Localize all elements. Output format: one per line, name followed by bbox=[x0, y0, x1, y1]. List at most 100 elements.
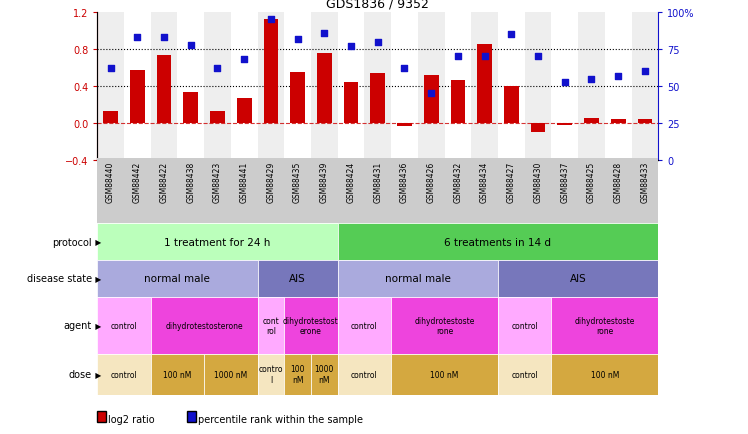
Point bbox=[399, 66, 411, 72]
Bar bbox=[97, 354, 150, 395]
Bar bbox=[637, 120, 652, 124]
Bar bbox=[337, 224, 658, 260]
Bar bbox=[343, 83, 358, 124]
Text: 100 nM: 100 nM bbox=[430, 370, 459, 379]
Bar bbox=[290, 73, 305, 124]
Bar bbox=[124, 13, 150, 161]
Text: 100 nM: 100 nM bbox=[163, 370, 191, 379]
Bar bbox=[257, 354, 284, 395]
Bar bbox=[611, 120, 625, 124]
Bar bbox=[498, 297, 551, 354]
Point bbox=[212, 66, 224, 72]
Bar bbox=[498, 354, 551, 395]
Point bbox=[612, 73, 624, 80]
Text: GSM88431: GSM88431 bbox=[373, 161, 382, 203]
Text: agent: agent bbox=[64, 321, 92, 330]
Bar bbox=[97, 297, 150, 354]
Text: GSM88430: GSM88430 bbox=[533, 161, 542, 203]
Text: ▶: ▶ bbox=[93, 370, 101, 379]
Point bbox=[506, 32, 518, 39]
Text: 1 treatment for 24 h: 1 treatment for 24 h bbox=[165, 237, 271, 247]
Bar bbox=[477, 45, 492, 124]
Point bbox=[292, 36, 304, 43]
Text: contro
l: contro l bbox=[259, 365, 283, 384]
Text: 100
nM: 100 nM bbox=[290, 365, 305, 384]
Bar bbox=[156, 56, 171, 124]
Point bbox=[185, 42, 197, 49]
Bar bbox=[237, 99, 251, 124]
Bar bbox=[397, 124, 412, 126]
Text: control: control bbox=[351, 370, 378, 379]
Bar bbox=[418, 13, 444, 161]
Bar bbox=[284, 297, 337, 354]
Point bbox=[559, 79, 571, 86]
Text: AIS: AIS bbox=[570, 274, 586, 284]
Point bbox=[532, 54, 544, 61]
Text: control: control bbox=[111, 321, 138, 330]
Bar bbox=[337, 354, 391, 395]
Point bbox=[639, 69, 651, 76]
Text: log2 ratio: log2 ratio bbox=[108, 414, 155, 424]
Bar bbox=[97, 158, 658, 224]
Text: percentile rank within the sample: percentile rank within the sample bbox=[198, 414, 364, 424]
Bar bbox=[150, 354, 204, 395]
Text: GSM88424: GSM88424 bbox=[346, 161, 355, 203]
Bar bbox=[498, 13, 524, 161]
Bar bbox=[311, 354, 337, 395]
Text: ▶: ▶ bbox=[93, 321, 101, 330]
Bar bbox=[337, 297, 391, 354]
Text: control: control bbox=[512, 321, 538, 330]
Bar bbox=[424, 76, 438, 124]
Bar bbox=[97, 260, 257, 297]
Text: GSM88441: GSM88441 bbox=[239, 161, 248, 203]
Text: control: control bbox=[111, 370, 138, 379]
Bar bbox=[444, 13, 471, 161]
Bar bbox=[311, 13, 337, 161]
Bar bbox=[257, 297, 284, 354]
Bar bbox=[498, 260, 658, 297]
Bar bbox=[370, 74, 385, 124]
Text: GSM88440: GSM88440 bbox=[106, 161, 115, 203]
Text: 1000 nM: 1000 nM bbox=[214, 370, 248, 379]
Bar bbox=[391, 297, 498, 354]
Text: control: control bbox=[512, 370, 538, 379]
Text: dihydrotestost
erone: dihydrotestost erone bbox=[283, 316, 339, 335]
Bar bbox=[263, 20, 278, 124]
Point bbox=[319, 30, 331, 37]
Text: dihydrotestoste
rone: dihydrotestoste rone bbox=[574, 316, 635, 335]
Point bbox=[586, 76, 598, 83]
Bar bbox=[504, 87, 518, 124]
Bar bbox=[551, 297, 658, 354]
Text: GSM88437: GSM88437 bbox=[560, 161, 569, 203]
Bar bbox=[557, 124, 572, 125]
Bar bbox=[524, 13, 551, 161]
Text: GSM88439: GSM88439 bbox=[320, 161, 329, 203]
Text: ▶: ▶ bbox=[93, 237, 101, 247]
Text: dihydrotestosterone: dihydrotestosterone bbox=[165, 321, 243, 330]
Text: GSM88427: GSM88427 bbox=[507, 161, 516, 203]
Text: GSM88426: GSM88426 bbox=[426, 161, 435, 203]
Bar bbox=[450, 81, 465, 124]
Bar bbox=[150, 297, 257, 354]
Text: normal male: normal male bbox=[144, 274, 210, 284]
Text: GSM88435: GSM88435 bbox=[293, 161, 302, 203]
Bar bbox=[530, 124, 545, 133]
Bar bbox=[150, 13, 177, 161]
Bar bbox=[391, 354, 498, 395]
Bar bbox=[551, 13, 578, 161]
Text: cont
rol: cont rol bbox=[263, 316, 279, 335]
Point bbox=[105, 66, 117, 72]
Text: AIS: AIS bbox=[289, 274, 306, 284]
Bar bbox=[231, 13, 257, 161]
Point bbox=[372, 39, 384, 46]
Bar bbox=[103, 112, 118, 124]
Point bbox=[132, 35, 144, 42]
Point bbox=[452, 54, 464, 61]
Bar bbox=[257, 13, 284, 161]
Bar bbox=[183, 93, 198, 124]
Bar bbox=[130, 71, 144, 124]
Text: GSM88438: GSM88438 bbox=[186, 161, 195, 203]
Text: disease state: disease state bbox=[27, 274, 92, 284]
Bar bbox=[364, 13, 391, 161]
Text: control: control bbox=[351, 321, 378, 330]
